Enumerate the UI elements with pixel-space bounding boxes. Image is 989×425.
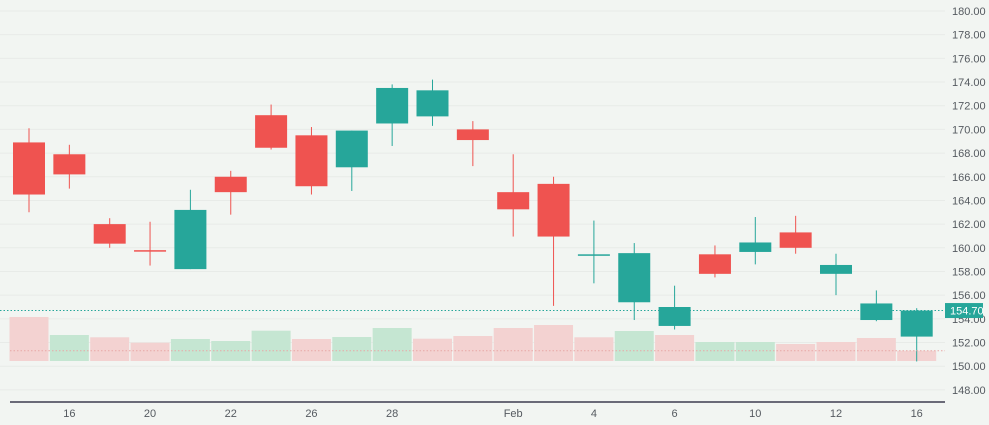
y-tick-label: 178.00: [952, 30, 986, 42]
candle-body[interactable]: [255, 115, 288, 148]
y-tick-label: 160.00: [952, 243, 986, 255]
y-tick-label: 152.00: [952, 338, 986, 350]
candle-body[interactable]: [618, 253, 651, 303]
x-tick-label: Feb: [504, 408, 523, 420]
y-tick-label: 168.00: [952, 148, 986, 160]
candle-body[interactable]: [376, 87, 409, 124]
x-tick-label: 12: [830, 408, 842, 420]
candle-body[interactable]: [174, 209, 207, 270]
volume-bar: [413, 338, 452, 361]
candle-body[interactable]: [820, 264, 852, 274]
x-tick-label: 20: [144, 408, 156, 420]
candle-body[interactable]: [13, 142, 45, 195]
candle-body[interactable]: [295, 135, 328, 187]
volume-bar: [534, 325, 574, 361]
candle-body[interactable]: [134, 250, 167, 252]
x-tick-label: 10: [749, 408, 761, 420]
y-tick-label: 172.00: [952, 101, 986, 113]
candle-body[interactable]: [698, 254, 731, 274]
volume-bar: [372, 328, 412, 361]
y-tick-label: 166.00: [952, 172, 986, 184]
x-tick-label: 4: [591, 408, 597, 420]
y-tick-label: 162.00: [952, 219, 986, 231]
candles: [13, 79, 933, 362]
y-tick-label: 174.00: [952, 77, 986, 89]
y-tick-label: 176.00: [952, 53, 986, 65]
last-price-label: 154.70: [950, 306, 984, 318]
x-tick-label: 6: [672, 408, 678, 420]
candle-body[interactable]: [53, 154, 86, 175]
volume-bar: [251, 330, 291, 361]
y-tick-label: 156.00: [952, 290, 986, 302]
volume-bar: [332, 337, 372, 361]
volume-bar: [614, 331, 654, 361]
x-tick-label: 16: [63, 408, 75, 420]
volume-bar: [574, 337, 614, 361]
y-tick-label: 148.00: [952, 385, 986, 397]
volume-bar: [90, 337, 130, 361]
volume-bar: [9, 317, 49, 361]
candle-body[interactable]: [900, 310, 933, 337]
y-tick-label: 170.00: [952, 124, 986, 136]
volume-bar: [695, 342, 735, 361]
volume-bar: [493, 328, 533, 361]
volume-bar: [170, 339, 210, 361]
volume-bar: [453, 336, 493, 361]
candle-body[interactable]: [739, 242, 772, 252]
volume-bar: [291, 339, 331, 361]
candle-body[interactable]: [214, 176, 247, 193]
candle-body[interactable]: [860, 303, 893, 321]
volume-bars: [9, 317, 937, 361]
volume-bar: [816, 342, 856, 361]
candle-body[interactable]: [335, 130, 368, 168]
candle-body[interactable]: [658, 307, 691, 326]
candle-body[interactable]: [93, 224, 126, 244]
y-tick-label: 164.00: [952, 195, 986, 207]
y-tick-label: 150.00: [952, 361, 986, 373]
candle-body[interactable]: [416, 90, 449, 117]
y-tick-label: 180.00: [952, 6, 986, 18]
price-axis[interactable]: 148.00150.00152.00154.00156.00158.00160.…: [952, 6, 986, 397]
candle-body[interactable]: [456, 129, 489, 141]
volume-bar: [655, 335, 695, 361]
x-tick-label: 26: [305, 408, 317, 420]
last-price-badge: 154.70: [945, 303, 984, 319]
x-tick-label: 16: [911, 408, 923, 420]
candle-body[interactable]: [537, 183, 570, 237]
volume-bar: [735, 342, 775, 361]
candle-body[interactable]: [577, 254, 610, 256]
time-axis[interactable]: 16 20 22 26 28 Feb 4 6 10 12 16: [10, 401, 945, 420]
x-tick-label: 28: [386, 408, 398, 420]
candle-body[interactable]: [497, 192, 530, 210]
volume-bar: [856, 338, 896, 361]
y-tick-label: 158.00: [952, 266, 986, 278]
volume-bar: [776, 344, 816, 361]
candle-body[interactable]: [779, 232, 812, 248]
gridlines: [0, 10, 945, 391]
x-tick-label: 22: [225, 408, 237, 420]
volume-bar: [49, 335, 89, 361]
volume-bar: [130, 342, 170, 361]
